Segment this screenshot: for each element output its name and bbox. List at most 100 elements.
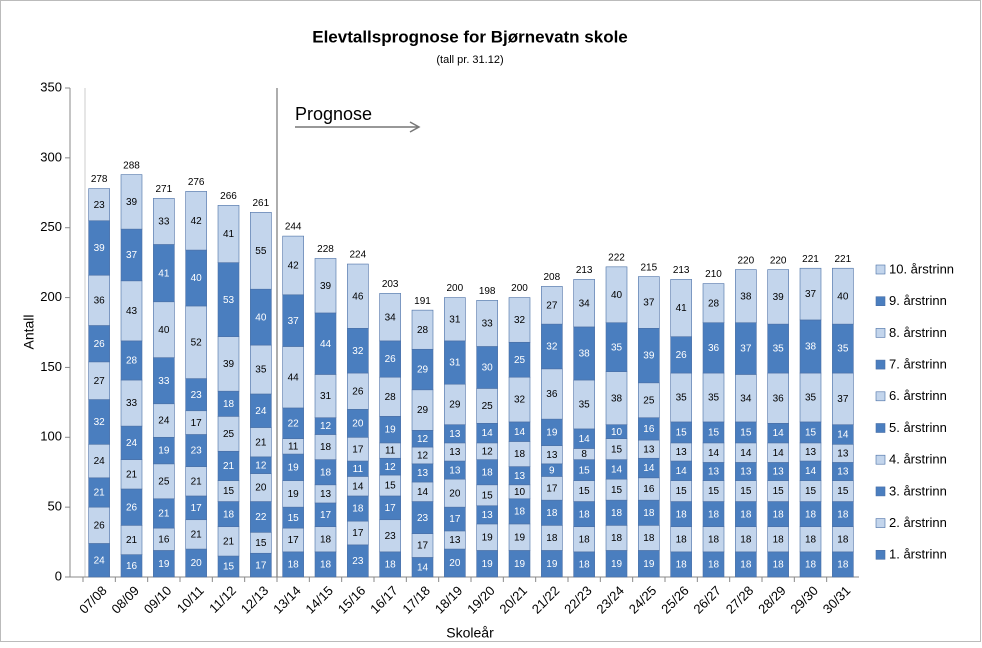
segment-label: 52 [191,337,203,348]
segment-label: 26 [676,350,688,361]
bar-segment [799,267,822,321]
legend-label: 8. årstrinn [889,325,947,340]
bar-segment [573,279,595,328]
segment-label: 24 [94,456,106,467]
segment-label: 14 [579,434,591,445]
segment-label: 18 [611,533,623,544]
segment-label: 17 [352,444,364,455]
segment-label: 18 [837,534,849,545]
segment-label: 14 [482,428,494,439]
legend-swatch [875,359,886,370]
segment-label: 14 [740,448,752,459]
segment-label: 29 [417,405,429,416]
segment-label: 18 [773,534,785,545]
segment-label: 18 [805,560,817,571]
segment-label: 17 [191,503,203,514]
segment-label: 25 [482,401,494,412]
segment-label: 13 [676,447,688,458]
segment-label: 37 [805,289,817,300]
segment-label: 14 [676,466,688,477]
legend-swatch [875,486,886,497]
segment-label: 25 [158,476,170,487]
segment-label: 14 [352,481,364,492]
segment-label: 13 [805,447,817,458]
segment-label: 18 [740,509,752,520]
segment-label: 22 [255,512,267,523]
segment-label: 14 [773,448,785,459]
segment-label: 12 [482,446,494,457]
y-tick-label: 200 [40,289,62,304]
segment-label: 37 [288,316,300,327]
segment-label: 39 [773,292,785,303]
segment-label: 13 [417,468,429,479]
segment-label: 35 [805,393,817,404]
segment-label: 18 [643,533,655,544]
segment-label: 18 [482,467,494,478]
segment-label: 35 [837,344,849,355]
segment-label: 18 [708,560,720,571]
segment-label: 40 [837,291,849,302]
segment-label: 18 [611,508,623,519]
bar-segment [153,198,175,245]
segment-label: 26 [94,520,106,531]
segment-label: 18 [643,508,655,519]
segment-label: 19 [546,559,558,570]
segment-label: 16 [158,534,170,545]
segment-label: 32 [352,346,364,357]
segment-label: 21 [223,537,235,548]
total-label: 266 [220,191,237,202]
legend-label: 2. årstrinn [889,515,947,530]
bar-segment [767,269,789,325]
segment-label: 24 [94,555,106,566]
segment-label: 12 [385,462,397,473]
segment-label: 8 [581,449,587,460]
segment-label: 18 [514,506,526,517]
segment-label: 20 [191,558,203,569]
segment-label: 19 [482,532,494,543]
total-label: 221 [834,254,851,265]
legend-label: 4. årstrinn [889,452,947,467]
segment-label: 18 [320,442,332,453]
segment-label: 42 [191,216,203,227]
total-label: 221 [802,254,819,265]
segment-label: 18 [352,504,364,515]
bar-segment [185,191,207,251]
bar-segment [314,258,337,314]
segment-label: 28 [417,325,429,336]
segment-label: 36 [708,343,720,354]
segment-label: 13 [773,467,785,478]
total-label: 261 [252,198,269,209]
segment-label: 35 [708,393,720,404]
segment-label: 53 [223,295,235,306]
legend-label: 3. årstrinn [889,483,947,498]
segment-label: 20 [255,483,267,494]
segment-label: 18 [708,509,720,520]
segment-label: 13 [708,467,720,478]
segment-label: 32 [546,342,558,353]
segment-label: 37 [740,344,752,355]
segment-label: 15 [708,486,720,497]
segment-label: 12 [417,434,429,445]
segment-label: 27 [94,376,106,387]
segment-label: 35 [611,342,623,353]
bar-segment [411,309,434,350]
segment-label: 20 [449,558,461,569]
segment-label: 34 [579,298,591,309]
segment-label: 33 [482,319,494,330]
segment-label: 15 [740,486,752,497]
segment-label: 21 [94,488,106,499]
segment-label: 14 [514,427,526,438]
segment-label: 18 [288,560,300,571]
segment-label: 44 [320,339,332,350]
segment-label: 20 [352,418,364,429]
segment-label: 16 [126,561,138,572]
segment-label: 23 [352,556,364,567]
segment-label: 37 [643,298,655,309]
segment-label: 15 [773,486,785,497]
total-label: 203 [382,279,399,290]
segment-label: 21 [191,530,203,541]
segment-label: 30 [482,363,494,374]
forecast-label: Prognose [295,104,372,124]
segment-label: 36 [773,393,785,404]
segment-label: 22 [288,418,300,429]
